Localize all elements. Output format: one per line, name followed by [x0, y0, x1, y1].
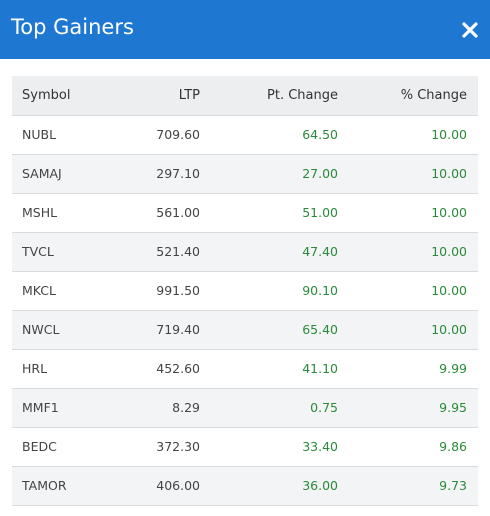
cell-pt-change: 41.10: [200, 349, 338, 389]
column-header-pct-change[interactable]: % Change: [338, 76, 467, 116]
cell-pct-change: 9.86: [338, 427, 467, 467]
table-row[interactable]: HRL 452.60 41.10 9.99: [12, 349, 478, 389]
table-row[interactable]: BEDC 372.30 33.40 9.86: [12, 427, 478, 467]
table-row[interactable]: NWCL 719.40 65.40 10.00: [12, 310, 478, 350]
cell-pt-change: 33.40: [200, 427, 338, 467]
row-padding: [467, 427, 478, 467]
table-row[interactable]: MKCL 991.50 90.10 10.00: [12, 271, 478, 311]
cell-ltp: 297.10: [112, 154, 200, 194]
cell-ltp: 452.60: [112, 349, 200, 389]
cell-pct-change: 9.99: [338, 349, 467, 389]
cell-pt-change: 65.40: [200, 310, 338, 350]
row-padding: [467, 193, 478, 233]
cell-pt-change: 51.00: [200, 193, 338, 233]
column-header-ltp[interactable]: LTP: [112, 76, 200, 116]
cell-ltp: 561.00: [112, 193, 200, 233]
cell-symbol: MSHL: [12, 193, 112, 233]
cell-ltp: 719.40: [112, 310, 200, 350]
modal-title: Top Gainers: [11, 15, 134, 39]
table-header: Symbol LTP Pt. Change % Change: [12, 76, 478, 116]
cell-symbol: SAMAJ: [12, 154, 112, 194]
cell-symbol: NUBL: [12, 115, 112, 155]
cell-ltp: 8.29: [112, 388, 200, 428]
row-padding: [467, 271, 478, 311]
cell-symbol: BEDC: [12, 427, 112, 467]
cell-pt-change: 47.40: [200, 232, 338, 272]
table-row[interactable]: SAMAJ 297.10 27.00 10.00: [12, 154, 478, 194]
cell-pt-change: 27.00: [200, 154, 338, 194]
row-padding: [467, 154, 478, 194]
cell-symbol: TVCL: [12, 232, 112, 272]
cell-ltp: 521.40: [112, 232, 200, 272]
table-row[interactable]: TAMOR 406.00 36.00 9.73: [12, 466, 478, 506]
table-body: NUBL 709.60 64.50 10.00 SAMAJ 297.10 27.…: [12, 115, 478, 506]
close-icon[interactable]: [459, 19, 481, 41]
cell-pt-change: 0.75: [200, 388, 338, 428]
gainers-table-container: Symbol LTP Pt. Change % Change NUBL 709.…: [12, 76, 478, 506]
cell-symbol: NWCL: [12, 310, 112, 350]
cell-pct-change: 9.73: [338, 466, 467, 506]
row-padding: [467, 388, 478, 428]
table-header-row: Symbol LTP Pt. Change % Change: [12, 76, 478, 116]
cell-pct-change: 10.00: [338, 193, 467, 233]
row-padding: [467, 466, 478, 506]
cell-pct-change: 10.00: [338, 115, 467, 155]
cell-ltp: 709.60: [112, 115, 200, 155]
gainers-table: Symbol LTP Pt. Change % Change NUBL 709.…: [12, 76, 478, 506]
table-row[interactable]: MSHL 561.00 51.00 10.00: [12, 193, 478, 233]
table-row[interactable]: TVCL 521.40 47.40 10.00: [12, 232, 478, 272]
cell-pt-change: 64.50: [200, 115, 338, 155]
row-padding: [467, 310, 478, 350]
table-row[interactable]: NUBL 709.60 64.50 10.00: [12, 115, 478, 155]
cell-symbol: HRL: [12, 349, 112, 389]
column-header-symbol[interactable]: Symbol: [12, 76, 112, 116]
cell-pt-change: 36.00: [200, 466, 338, 506]
modal-header: Top Gainers: [0, 0, 490, 59]
row-padding: [467, 349, 478, 389]
cell-ltp: 372.30: [112, 427, 200, 467]
cell-pct-change: 10.00: [338, 271, 467, 311]
column-header-pt-change[interactable]: Pt. Change: [200, 76, 338, 116]
cell-pct-change: 10.00: [338, 232, 467, 272]
row-padding: [467, 232, 478, 272]
cell-pt-change: 90.10: [200, 271, 338, 311]
cell-symbol: MKCL: [12, 271, 112, 311]
cell-symbol: MMF1: [12, 388, 112, 428]
cell-pct-change: 10.00: [338, 154, 467, 194]
cell-ltp: 991.50: [112, 271, 200, 311]
cell-pct-change: 10.00: [338, 310, 467, 350]
cell-symbol: TAMOR: [12, 466, 112, 506]
table-row[interactable]: MMF1 8.29 0.75 9.95: [12, 388, 478, 428]
header-padding: [467, 76, 478, 116]
cell-ltp: 406.00: [112, 466, 200, 506]
row-padding: [467, 115, 478, 155]
cell-pct-change: 9.95: [338, 388, 467, 428]
